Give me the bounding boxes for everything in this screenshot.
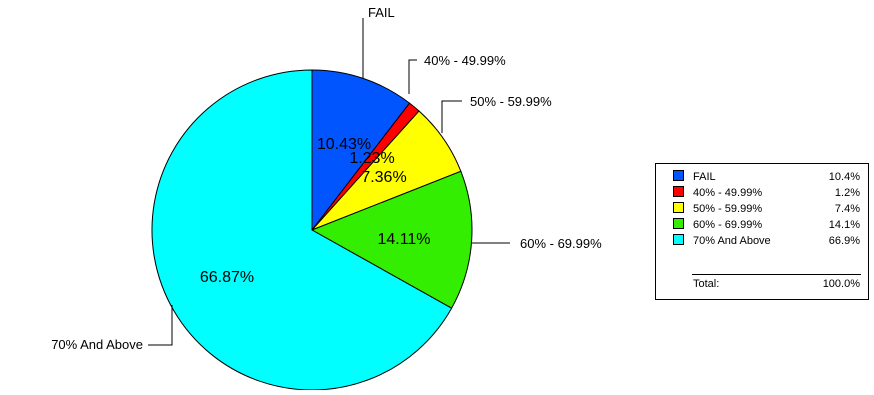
pie-slice-5 bbox=[151, 69, 453, 391]
legend-label-5: 70% And Above bbox=[693, 235, 771, 247]
pie-slices bbox=[151, 69, 473, 391]
legend-total-value: 100.0% bbox=[823, 278, 861, 290]
legend-label-3: 50% - 59.99% bbox=[693, 203, 762, 215]
callout-line-3 bbox=[441, 100, 462, 133]
legend-label-4: 60% - 69.99% bbox=[693, 219, 762, 231]
legend-value-2: 1.2% bbox=[835, 187, 860, 199]
slice-percent-label-2: 1.23% bbox=[349, 150, 394, 167]
legend-swatch-1 bbox=[673, 170, 684, 181]
legend-box bbox=[655, 163, 869, 300]
legend-value-5: 66.9% bbox=[829, 235, 860, 247]
legend-swatch-3 bbox=[673, 202, 684, 213]
legend-value-4: 14.1% bbox=[829, 219, 860, 231]
legend-value-1: 10.4% bbox=[829, 171, 860, 183]
legend-swatch-2 bbox=[673, 186, 684, 197]
legend-swatch-4 bbox=[673, 218, 684, 229]
callout-label-5: 70% And Above bbox=[51, 337, 143, 352]
callout-line-2 bbox=[408, 59, 417, 94]
slice-percent-label-4: 14.11% bbox=[377, 231, 430, 248]
legend-label-2: 40% - 49.99% bbox=[693, 187, 762, 199]
callout-label-2: 40% - 49.99% bbox=[424, 53, 506, 68]
callout-label-1: FAIL bbox=[368, 5, 395, 20]
slice-percent-label-1: 10.43% bbox=[317, 136, 371, 153]
pie-slice-4 bbox=[310, 170, 473, 309]
pie-slice-1 bbox=[311, 69, 411, 232]
legend-value-3: 7.4% bbox=[835, 203, 860, 215]
legend-total-label: Total: bbox=[693, 278, 719, 290]
slice-percent-label-3: 7.36% bbox=[361, 169, 406, 186]
pie-callouts: FAIL 40% - 49.99% 50% - 59.99% 60% - 69.99%… bbox=[51, 5, 602, 352]
legend: FAIL 10.4% 40% - 49.99% 1.2% 50% - 59.99% 7.4… bbox=[655, 163, 869, 300]
slice-percent-label-5: 66.87% bbox=[200, 269, 254, 286]
pie-slice-labels: 10.43%1.23% 7.36% 14.11% 66.87% bbox=[200, 136, 431, 286]
callout-label-3: 50% - 59.99% bbox=[470, 94, 552, 109]
callout-label-4: 60% - 69.99% bbox=[520, 236, 602, 251]
callout-line-5 bbox=[148, 305, 173, 346]
legend-label-1: FAIL bbox=[693, 171, 716, 183]
legend-swatch-5 bbox=[673, 234, 684, 245]
